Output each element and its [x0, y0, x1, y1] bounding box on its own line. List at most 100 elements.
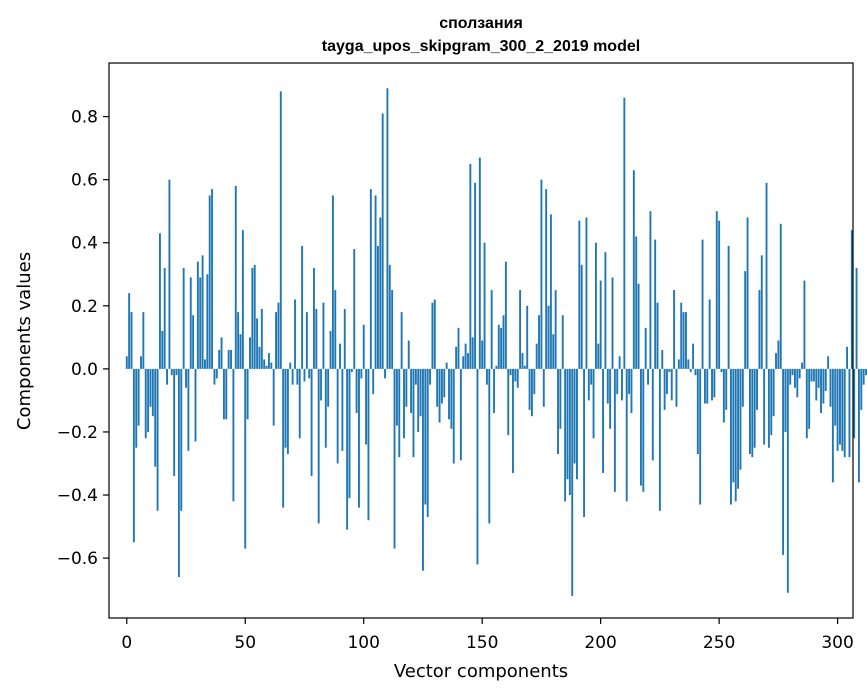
- x-axis-ticks: 0 50 100 150 200 250 300: [121, 618, 854, 653]
- bar-284: [798, 368, 801, 379]
- bar-4: [135, 368, 138, 448]
- bar-12: [154, 368, 157, 467]
- bar-239: [692, 343, 695, 369]
- bar-1: [128, 293, 131, 369]
- bar-146: [471, 337, 474, 369]
- bar-228: [666, 368, 668, 395]
- bar-283: [796, 368, 799, 398]
- y-tick-label: −0.6: [57, 549, 98, 569]
- bar-116: [400, 312, 403, 369]
- bar-263: [748, 368, 751, 455]
- bar-54: [253, 264, 256, 369]
- bar-127: [426, 368, 429, 518]
- bar-59: [265, 365, 268, 369]
- bar-276: [779, 223, 782, 369]
- bar-226: [661, 349, 664, 369]
- bar-86: [329, 331, 332, 369]
- bar-128: [429, 368, 432, 385]
- bar-248: [713, 368, 716, 398]
- chart-title: сползания: [439, 15, 523, 32]
- bars-group: [125, 88, 867, 596]
- bar-278: [784, 368, 787, 432]
- bar-152: [485, 368, 488, 385]
- bar-280: [789, 368, 792, 385]
- bar-201: [602, 368, 604, 473]
- bar-153: [488, 368, 491, 524]
- bar-74: [301, 245, 304, 369]
- bar-286: [803, 280, 806, 369]
- bar-159: [502, 315, 505, 369]
- bar-62: [272, 368, 275, 426]
- bar-241: [696, 368, 699, 455]
- x-tick-label: 0: [121, 633, 132, 653]
- x-tick-label: 50: [234, 633, 256, 653]
- bar-271: [767, 368, 770, 448]
- x-tick-label: 100: [347, 633, 379, 653]
- bar-273: [772, 368, 775, 417]
- bar-237: [687, 359, 690, 369]
- bar-246: [708, 299, 711, 369]
- bar-34: [206, 274, 209, 369]
- bar-184: [561, 315, 564, 369]
- bar-292: [817, 368, 820, 388]
- bar-139: [455, 346, 458, 369]
- bar-220: [647, 368, 649, 385]
- bar-249: [715, 211, 718, 369]
- bar-212: [628, 368, 631, 395]
- bar-50: [244, 368, 247, 549]
- bar-300: [836, 368, 839, 451]
- bar-29: [194, 368, 197, 442]
- bar-90: [339, 343, 341, 369]
- bar-94: [348, 368, 351, 499]
- bar-208: [618, 356, 621, 369]
- bar-229: [668, 368, 671, 373]
- bar-299: [834, 368, 837, 426]
- bar-247: [711, 368, 713, 401]
- bar-51: [246, 368, 249, 420]
- bar-140: [457, 327, 460, 369]
- bar-111: [388, 264, 391, 369]
- bar-134: [443, 368, 446, 398]
- bar-109: [384, 368, 386, 379]
- bar-282: [794, 368, 796, 388]
- bar-2: [130, 312, 133, 369]
- bar-307: [853, 368, 856, 439]
- bar-119: [407, 340, 410, 369]
- bar-83: [322, 302, 325, 369]
- bar-148: [476, 368, 479, 565]
- bar-130: [433, 299, 436, 369]
- bar-44: [230, 349, 232, 369]
- bar-209: [621, 368, 623, 401]
- y-tick-label: 0.8: [71, 108, 98, 128]
- bar-240: [694, 368, 697, 376]
- bar-137: [450, 368, 453, 429]
- bar-48: [239, 334, 242, 369]
- bar-206: [613, 368, 616, 492]
- bar-215: [635, 236, 638, 369]
- bar-136: [448, 368, 450, 420]
- y-tick-label: −0.2: [57, 423, 98, 443]
- bar-97: [355, 368, 358, 414]
- bar-19: [170, 368, 173, 376]
- bar-303: [843, 368, 846, 458]
- bar-95: [350, 368, 353, 373]
- bar-22: [177, 368, 180, 577]
- bar-92: [343, 308, 346, 369]
- bar-73: [298, 368, 301, 439]
- bar-141: [459, 368, 462, 461]
- bar-233: [677, 359, 680, 369]
- x-tick-label: 200: [584, 633, 616, 653]
- bar-117: [403, 368, 405, 439]
- bar-306: [850, 230, 853, 369]
- bar-108: [381, 113, 384, 369]
- bar-202: [604, 252, 607, 369]
- bar-168: [523, 365, 526, 369]
- bar-150: [481, 340, 484, 369]
- bar-295: [824, 368, 827, 391]
- bar-72: [296, 368, 299, 385]
- plot-frame: [108, 62, 854, 619]
- bar-17: [166, 368, 168, 385]
- bar-252: [722, 368, 725, 423]
- bar-231: [673, 290, 676, 369]
- bar-183: [559, 368, 562, 429]
